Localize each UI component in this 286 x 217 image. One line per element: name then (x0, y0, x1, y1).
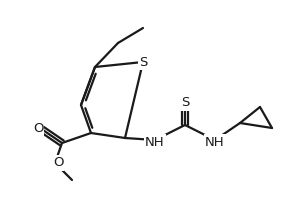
Text: NH: NH (205, 135, 225, 148)
Text: S: S (181, 97, 189, 110)
Text: O: O (33, 122, 43, 135)
Text: O: O (53, 156, 63, 169)
Text: NH: NH (145, 135, 165, 148)
Text: S: S (139, 56, 147, 69)
